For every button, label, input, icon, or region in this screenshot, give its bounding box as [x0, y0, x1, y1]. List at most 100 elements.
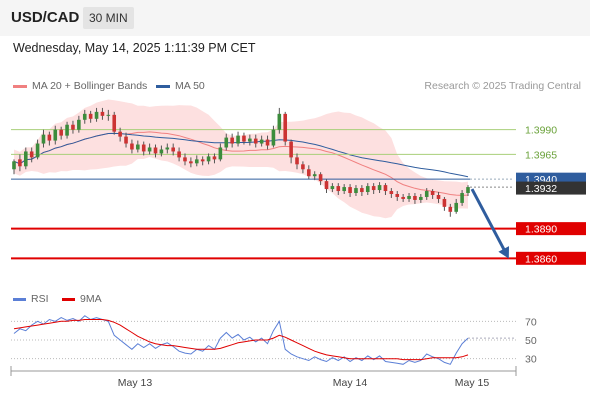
candle-body	[35, 143, 40, 158]
candle-body	[29, 151, 34, 158]
candle-body	[330, 186, 335, 190]
price-label-bg	[516, 181, 586, 195]
candle-body	[312, 174, 317, 177]
ma50-line	[13, 132, 469, 178]
candle-body	[466, 187, 470, 194]
price-label: 1.3990	[525, 125, 557, 137]
x-tick-label: May 15	[455, 377, 490, 389]
rsi-swatch	[13, 297, 26, 301]
candle-body	[283, 113, 288, 142]
candle-body	[430, 191, 435, 195]
candle-body	[71, 124, 75, 130]
candle-body	[342, 187, 346, 192]
candle-body	[413, 195, 417, 200]
candle-body	[277, 113, 282, 130]
timeframe-badge[interactable]: 30 MIN	[83, 7, 134, 29]
candle-body	[360, 188, 364, 193]
candle-body	[18, 159, 22, 167]
candle-body	[106, 114, 111, 116]
candle-body	[448, 206, 453, 212]
candle-body	[189, 161, 193, 164]
candle-body	[354, 188, 358, 194]
candle-body	[200, 159, 205, 162]
rsi-tick-label: 50	[525, 335, 537, 347]
legend-ma20: MA 20 + Bollinger Bands	[13, 80, 147, 92]
rsi-line	[13, 315, 469, 365]
candle-body	[295, 157, 299, 165]
ma50-swatch	[156, 84, 170, 88]
candle-body	[377, 185, 382, 191]
candle-body	[242, 135, 246, 142]
candle-body	[419, 196, 423, 200]
candle-body	[318, 174, 323, 182]
candle-body	[348, 187, 352, 194]
rsi-tick-label: 70	[525, 316, 537, 328]
candle-body	[136, 144, 140, 150]
candle-body	[265, 139, 270, 146]
candle-body	[389, 191, 394, 194]
candle-body	[365, 186, 370, 193]
candle-body	[153, 147, 158, 154]
candle-body	[454, 202, 459, 212]
candle-body	[23, 151, 28, 167]
candle-body	[12, 161, 16, 170]
candle-body	[383, 185, 388, 192]
candle-body	[371, 186, 376, 191]
candle-body	[460, 193, 464, 203]
candle-body	[424, 191, 429, 197]
price-label: 1.3890	[525, 224, 557, 236]
rsi-ma-swatch	[62, 297, 75, 301]
legend-ma50: MA 50	[156, 80, 205, 92]
candle-body	[224, 137, 229, 148]
datetime-label: Wednesday, May 14, 2025 1:11:39 PM CET	[13, 41, 256, 55]
candle-body	[289, 141, 293, 158]
candle-body	[141, 144, 146, 152]
candle-body	[436, 194, 441, 199]
candle-body	[159, 149, 164, 154]
rsi-ma-label: 9MA	[80, 293, 102, 305]
candle-body	[271, 129, 276, 146]
candle-body	[324, 181, 329, 190]
candle-body	[301, 164, 305, 170]
candle-body	[77, 119, 81, 130]
candle-body	[118, 131, 122, 137]
candle-body	[124, 136, 128, 144]
forecast-arrow-line	[470, 188, 508, 255]
candle-body	[206, 156, 211, 162]
candle-body	[212, 156, 217, 160]
candle-body	[407, 195, 411, 199]
candle-body	[147, 147, 152, 152]
candle-body	[236, 135, 240, 144]
candle-body	[53, 129, 58, 141]
candle-body	[88, 113, 93, 119]
price-label: 1.3860	[525, 253, 557, 265]
candle-body	[47, 134, 52, 141]
candle-body	[177, 151, 181, 158]
legend-rsi-ma: 9MA	[62, 293, 102, 305]
symbol-title: USD/CAD	[11, 9, 80, 26]
candle-body	[130, 143, 134, 150]
ma20-swatch	[13, 84, 27, 88]
candle-body	[336, 186, 341, 192]
candle-body	[253, 138, 258, 144]
candle-body	[65, 124, 69, 136]
credit-label: Research © 2025 Trading Central	[424, 80, 581, 92]
candle-body	[401, 196, 405, 199]
price-label-bg	[516, 251, 586, 265]
candle-body	[82, 113, 87, 120]
candle-body	[194, 159, 199, 164]
bollinger-band	[14, 99, 468, 219]
candle-body	[307, 169, 311, 177]
candle-body	[171, 147, 175, 152]
price-label: 1.3965	[525, 149, 557, 161]
candle-body	[94, 111, 99, 119]
rsi-tick-label: 30	[525, 354, 537, 366]
candle-body	[165, 147, 170, 150]
x-tick-label: May 14	[333, 377, 368, 389]
ma20-label: MA 20 + Bollinger Bands	[32, 80, 148, 92]
candle-body	[259, 139, 264, 144]
candle-body	[41, 134, 46, 144]
price-label-bg	[516, 222, 586, 236]
legend-rsi: RSI	[13, 293, 49, 305]
